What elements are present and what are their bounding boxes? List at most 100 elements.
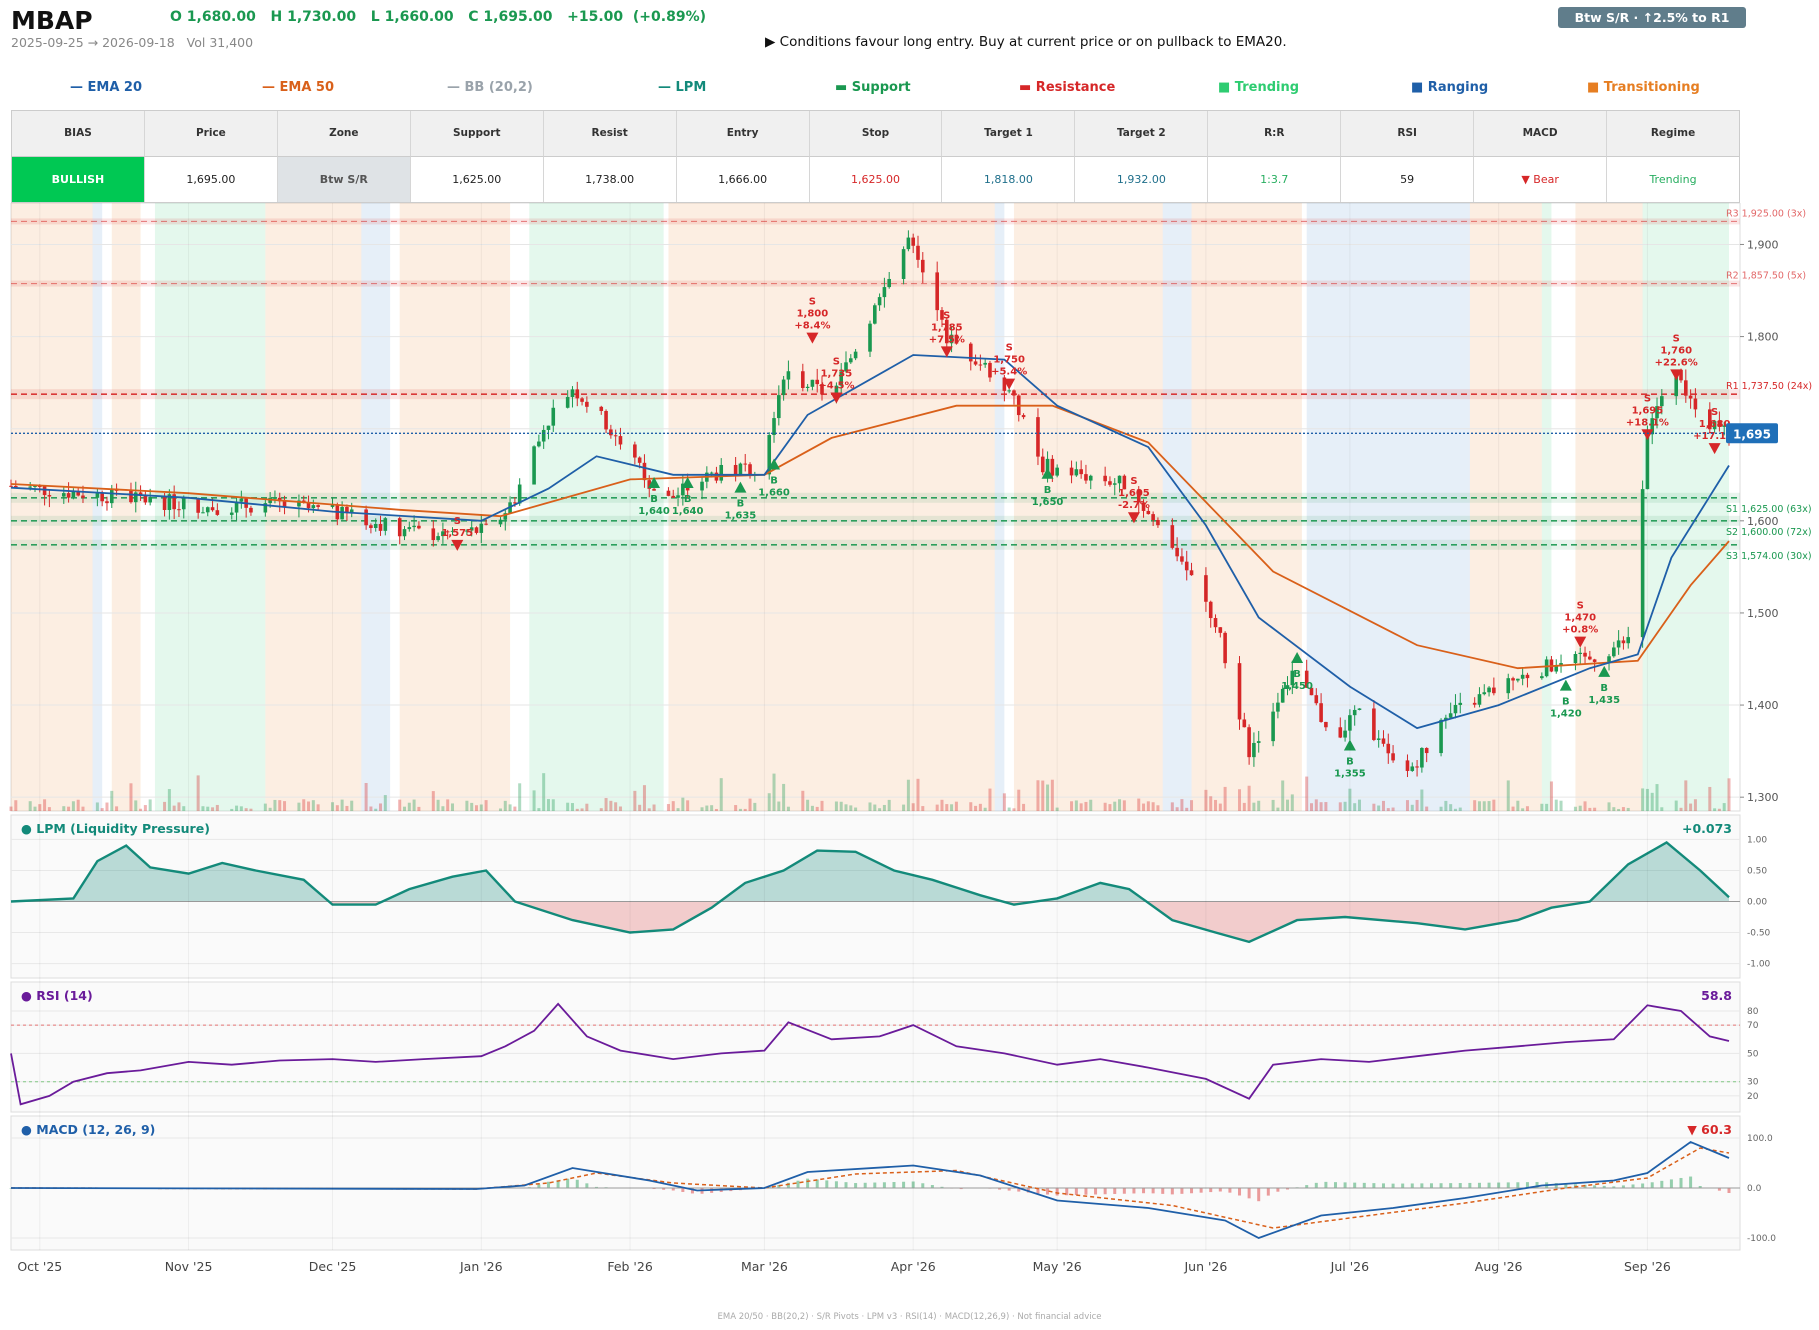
macd-histogram-bar [690, 1188, 694, 1194]
legend-item[interactable]: ■ Ranging [1411, 80, 1489, 95]
candle-body [1103, 475, 1107, 482]
macd-histogram-bar [825, 1180, 829, 1188]
volume-bar [1353, 803, 1357, 811]
volume-bar [1386, 808, 1390, 811]
legend-item[interactable]: — EMA 50 [262, 80, 335, 95]
candle-body [1458, 702, 1463, 705]
regime-band [92, 203, 103, 811]
candle-body [1271, 711, 1275, 742]
signal-label: S 1,605 -2.7% [1118, 476, 1150, 511]
volume-bar [1180, 799, 1184, 811]
candle-body [1410, 766, 1415, 771]
candle-body [177, 509, 181, 511]
volume-bar [786, 806, 790, 811]
candle-body [872, 305, 877, 324]
macd-histogram-bar [1257, 1188, 1261, 1202]
volume-bar [1305, 776, 1309, 811]
volume-bar [940, 799, 944, 811]
last-price-label: 1,695 [1733, 427, 1771, 441]
chart-legend: — EMA 20 — EMA 50 — BB (20,2) — LPM ▬ Suppor… [0, 80, 1740, 100]
volume-bar [1660, 807, 1664, 811]
candle-body [1573, 653, 1578, 664]
volume-bar [882, 804, 886, 811]
candle-body [719, 464, 724, 481]
candle-body [1482, 692, 1487, 695]
candle-body [263, 503, 268, 513]
macd-histogram-bar [1036, 1188, 1040, 1194]
buy-signal-marker [1559, 679, 1572, 691]
volume-bar [211, 807, 215, 811]
candle-body [9, 485, 13, 487]
volume-bar [618, 806, 622, 811]
volume-bar [249, 808, 253, 811]
x-tick-label: Mar '26 [741, 1259, 788, 1274]
volume-bar [1170, 802, 1174, 811]
candle-body [1079, 469, 1083, 475]
legend-item[interactable]: ■ Trending [1218, 80, 1300, 95]
volume-bar [1290, 794, 1294, 811]
legend-item[interactable]: ▬ Resistance [1019, 80, 1116, 95]
legend-item[interactable]: — LPM [658, 80, 707, 95]
candle-body [1247, 727, 1251, 758]
volume-bar [777, 801, 781, 811]
candle-body [1136, 489, 1141, 503]
candle-body [820, 384, 824, 395]
legend-item[interactable]: — BB (20,2) [447, 80, 533, 95]
candle-body [181, 497, 186, 510]
macd-histogram-bar [1669, 1179, 1673, 1188]
volume-bar [331, 802, 335, 811]
volume-bar [1573, 806, 1577, 811]
volume-bar [1492, 799, 1496, 811]
volume-bar [100, 808, 104, 811]
legend-item[interactable]: ■ Transitioning [1587, 80, 1700, 95]
volume-bar [1089, 799, 1093, 811]
legend-item[interactable]: ▬ Support [835, 80, 911, 95]
candle-body [901, 249, 906, 279]
candle-body [815, 379, 820, 385]
volume-text: Vol 31,400 [186, 35, 254, 50]
macd-value: ▼ 60.3 [1687, 1122, 1732, 1137]
volume-bar [1070, 801, 1074, 811]
candle-body [1684, 380, 1688, 396]
volume-bar [1482, 801, 1486, 811]
regime-band [1162, 203, 1192, 811]
volume-bar [1281, 780, 1285, 811]
volume-bar [307, 801, 311, 811]
volume-bar [470, 802, 474, 811]
candle-body [407, 527, 412, 530]
candle-body [210, 507, 215, 511]
candle-body [1621, 640, 1626, 644]
candle-body [249, 507, 253, 513]
candle-body [940, 310, 944, 320]
volume-bar [436, 799, 440, 811]
candle-body [479, 523, 484, 533]
candle-body [445, 531, 450, 533]
volume-bar [839, 801, 843, 811]
candle-body [868, 323, 872, 352]
volume-bar [1650, 792, 1654, 811]
buy-signal-marker [1598, 665, 1611, 677]
candle-body [1487, 687, 1491, 693]
volume-bar [1453, 808, 1457, 811]
volume-bar [244, 808, 248, 811]
macd-histogram-bar [1103, 1188, 1107, 1195]
candle-body [1156, 520, 1160, 526]
volume-bar [215, 804, 219, 811]
volume-bar [1410, 804, 1414, 811]
candle-body [1002, 377, 1007, 391]
volume-bar [148, 799, 152, 811]
legend-item[interactable]: — EMA 20 [70, 80, 143, 95]
signal-label: S 1,470 +0.8% [1562, 601, 1598, 636]
volume-bar [316, 804, 320, 811]
level-label: R3 1,925.00 (3x) [1726, 208, 1806, 219]
volume-bar [954, 801, 958, 811]
macd-histogram-bar [1084, 1188, 1088, 1195]
candle-body [1415, 766, 1419, 768]
volume-bar [38, 804, 42, 811]
volume-bar [364, 783, 368, 811]
candle-body [1122, 475, 1127, 490]
volume-bar [1554, 799, 1558, 811]
volume-bar [105, 802, 109, 811]
candle-body [37, 485, 42, 487]
volume-bar [1175, 807, 1179, 811]
